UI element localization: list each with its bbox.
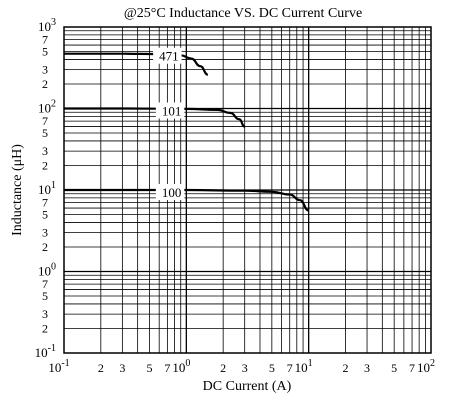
y-tick-label: 5 bbox=[42, 126, 48, 140]
x-tick-label: 7 bbox=[287, 361, 293, 375]
series-label-100: 100 bbox=[162, 185, 182, 200]
series-label-471: 471 bbox=[159, 49, 179, 64]
y-tick-label: 101 bbox=[38, 180, 56, 197]
y-tick-label: 100 bbox=[38, 262, 56, 279]
y-tick-label: 7 bbox=[42, 33, 48, 47]
x-tick-label: 10-1 bbox=[48, 358, 69, 375]
series-label-101: 101 bbox=[162, 104, 182, 119]
x-tick-labels: 10-1 2 3 5 7 100 2 3 5 7 101 2 3 5 7 102 bbox=[48, 358, 435, 375]
x-tick-label: 3 bbox=[119, 361, 125, 375]
grid bbox=[64, 27, 431, 353]
x-tick-label: 102 bbox=[417, 358, 435, 375]
y-tick-label: 7 bbox=[42, 277, 48, 291]
series-label-bg bbox=[155, 102, 185, 119]
y-tick-label: 3 bbox=[42, 307, 48, 321]
y-tick-label: 7 bbox=[42, 114, 48, 128]
y-tick-label: 7 bbox=[42, 196, 48, 210]
y-tick-label: 2 bbox=[42, 77, 48, 91]
x-tick-label: 2 bbox=[220, 361, 226, 375]
y-tick-label: 5 bbox=[42, 45, 48, 59]
series-label-bg bbox=[153, 47, 182, 64]
y-tick-label: 103 bbox=[38, 17, 56, 34]
y-tick-label: 102 bbox=[38, 99, 56, 116]
series-line-100 bbox=[63, 188, 310, 212]
x-tick-label: 7 bbox=[164, 361, 170, 375]
x-tick-label: 100 bbox=[172, 358, 190, 375]
y-tick-label: 2 bbox=[42, 240, 48, 254]
y-tick-label: 2 bbox=[42, 321, 48, 335]
x-tick-label: 5 bbox=[391, 361, 397, 375]
y-axis-label: Inductance (μH) bbox=[10, 144, 25, 236]
y-tick-label: 3 bbox=[42, 144, 48, 158]
y-tick-label: 5 bbox=[42, 289, 48, 303]
x-tick-label: 2 bbox=[342, 361, 348, 375]
y-tick-label: 3 bbox=[42, 63, 48, 77]
y-tick-label: 2 bbox=[42, 158, 48, 172]
series-curves: 471 101 100 bbox=[63, 47, 310, 212]
series-label-bg bbox=[155, 184, 185, 200]
y-tick-label: 3 bbox=[42, 226, 48, 240]
plot-frame bbox=[63, 26, 432, 354]
chart-title: @25°C Inductance VS. DC Current Curve bbox=[124, 6, 362, 21]
y-tick-label: 10-1 bbox=[35, 343, 56, 360]
x-tick-label: 5 bbox=[269, 361, 275, 375]
x-tick-label: 7 bbox=[409, 361, 415, 375]
x-tick-label: 5 bbox=[147, 361, 153, 375]
y-tick-label: 5 bbox=[42, 208, 48, 222]
x-tick-label: 101 bbox=[295, 358, 313, 375]
x-tick-label: 3 bbox=[364, 361, 370, 375]
x-axis-label: DC Current (A) bbox=[203, 379, 292, 394]
x-tick-label: 2 bbox=[98, 361, 104, 375]
series-line-101 bbox=[64, 107, 246, 128]
x-tick-label: 3 bbox=[242, 361, 248, 375]
